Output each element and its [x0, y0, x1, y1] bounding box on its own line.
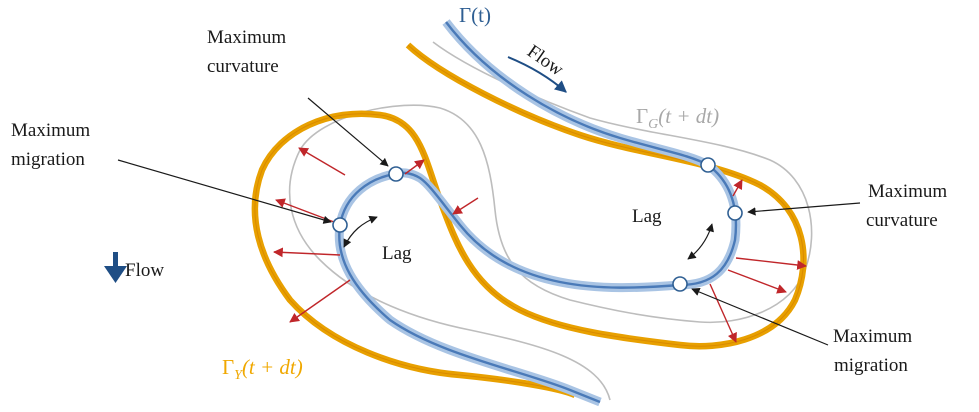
- max-curvature-label-1: Maximum curvature: [207, 27, 286, 77]
- callout-arrow-max-curvature-1: [307, 97, 389, 167]
- lag-label-2: Lag: [632, 206, 662, 227]
- callout-arrow-max-curvature-2: [747, 202, 861, 216]
- lag-arrow-1: [343, 215, 378, 248]
- max-migration-point-2: [672, 276, 688, 292]
- flow-top-label: Flow: [523, 41, 567, 81]
- callout-arrow-max-migration-2: [691, 287, 829, 346]
- flow-top-arrow: [507, 56, 567, 93]
- max-curvature-label-2: Maximum curvature: [866, 181, 947, 231]
- gamma-t-label: Γ(t): [459, 3, 491, 27]
- migration-arrow: [732, 179, 743, 197]
- gamma-t-curve: [334, 19, 741, 407]
- flow-left-label: Flow: [125, 260, 164, 281]
- lag-arrow-2: [687, 223, 714, 260]
- migration-arrow: [404, 159, 425, 175]
- lag-label-1: Lag: [382, 243, 412, 264]
- gamma-y-label: ΓY(t + dt): [222, 355, 303, 383]
- migration-arrow: [275, 198, 343, 226]
- migration-arrow: [298, 147, 346, 176]
- inflection-point: [700, 157, 716, 173]
- migration-arrow: [735, 257, 807, 270]
- max-migration-label-1: Maximum migration: [11, 120, 90, 170]
- callout-arrows: [117, 97, 861, 346]
- migration-arrow: [727, 269, 787, 294]
- migration-arrow: [273, 247, 341, 258]
- migration-arrow: [709, 283, 737, 343]
- gamma-g-label: ΓG(t + dt): [636, 104, 719, 132]
- point-markers: [332, 157, 743, 292]
- max-migration-point-1: [332, 217, 348, 233]
- migration-arrow: [452, 197, 479, 215]
- max-curvature-point-2: [727, 205, 743, 221]
- max-migration-label-2: Maximum migration: [833, 326, 912, 376]
- flow-left-arrow: [104, 252, 127, 283]
- callout-arrow-max-migration-1: [117, 159, 332, 224]
- migration-arrows: [273, 147, 807, 343]
- max-curvature-point-1: [388, 166, 404, 182]
- migration-arrow: [289, 279, 351, 323]
